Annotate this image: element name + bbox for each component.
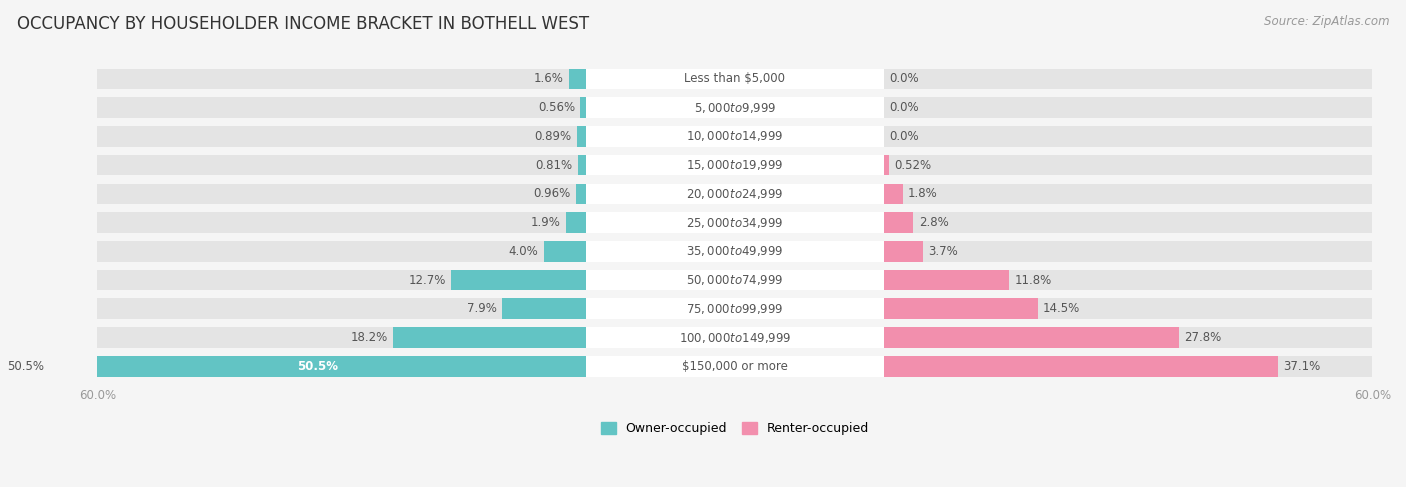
Text: 4.0%: 4.0% [509, 245, 538, 258]
Bar [49, 356, 586, 376]
Text: $35,000 to $49,999: $35,000 to $49,999 [686, 244, 783, 258]
Bar [884, 184, 903, 204]
Bar [451, 270, 586, 290]
Text: $5,000 to $9,999: $5,000 to $9,999 [693, 101, 776, 114]
Bar [586, 356, 884, 376]
Bar [544, 241, 586, 262]
Text: 18.2%: 18.2% [350, 331, 388, 344]
Text: 37.1%: 37.1% [1284, 360, 1320, 373]
Bar [569, 69, 586, 89]
Text: 0.89%: 0.89% [534, 130, 571, 143]
Bar [586, 126, 884, 147]
Text: 0.0%: 0.0% [889, 101, 918, 114]
Bar [586, 184, 884, 204]
Bar [97, 299, 1372, 319]
Bar [97, 241, 1372, 262]
Text: 50.5%: 50.5% [298, 360, 339, 373]
Text: 2.8%: 2.8% [918, 216, 949, 229]
Bar [586, 97, 884, 118]
Text: $150,000 or more: $150,000 or more [682, 360, 787, 373]
Bar [586, 270, 884, 290]
Bar [884, 241, 922, 262]
Text: 7.9%: 7.9% [467, 302, 496, 315]
Bar [586, 299, 884, 319]
Text: 50.5%: 50.5% [7, 360, 44, 373]
Bar [586, 69, 884, 89]
Legend: Owner-occupied, Renter-occupied: Owner-occupied, Renter-occupied [596, 419, 873, 439]
Bar [567, 212, 586, 233]
Bar [97, 356, 1372, 376]
Bar [884, 212, 914, 233]
Bar [884, 299, 1038, 319]
Bar [884, 327, 1180, 348]
Bar [97, 327, 1372, 348]
Text: 11.8%: 11.8% [1014, 274, 1052, 286]
Text: $50,000 to $74,999: $50,000 to $74,999 [686, 273, 783, 287]
Text: 0.81%: 0.81% [536, 159, 572, 171]
Text: 12.7%: 12.7% [409, 274, 446, 286]
Bar [884, 270, 1010, 290]
Text: 0.0%: 0.0% [889, 130, 918, 143]
Bar [576, 126, 586, 147]
Text: Source: ZipAtlas.com: Source: ZipAtlas.com [1264, 15, 1389, 28]
Bar [502, 299, 586, 319]
Bar [884, 155, 889, 175]
Text: 0.0%: 0.0% [889, 73, 918, 85]
Text: $15,000 to $19,999: $15,000 to $19,999 [686, 158, 783, 172]
Text: 27.8%: 27.8% [1184, 331, 1222, 344]
Bar [97, 97, 1372, 118]
Bar [586, 241, 884, 262]
Bar [97, 212, 1372, 233]
Bar [586, 212, 884, 233]
Text: 1.6%: 1.6% [534, 73, 564, 85]
Text: 3.7%: 3.7% [928, 245, 957, 258]
Text: $75,000 to $99,999: $75,000 to $99,999 [686, 302, 783, 316]
Bar [97, 126, 1372, 147]
Bar [97, 270, 1372, 290]
Text: 0.56%: 0.56% [537, 101, 575, 114]
Text: 0.52%: 0.52% [894, 159, 932, 171]
Bar [97, 69, 1372, 89]
Text: 0.96%: 0.96% [533, 187, 571, 200]
Text: 14.5%: 14.5% [1043, 302, 1080, 315]
Bar [586, 155, 884, 175]
Text: $100,000 to $149,999: $100,000 to $149,999 [679, 331, 792, 345]
Text: 1.8%: 1.8% [908, 187, 938, 200]
Bar [581, 97, 586, 118]
Bar [884, 356, 1278, 376]
Text: $10,000 to $14,999: $10,000 to $14,999 [686, 130, 783, 143]
Bar [576, 184, 586, 204]
Text: 1.9%: 1.9% [531, 216, 561, 229]
Bar [578, 155, 586, 175]
Text: Less than $5,000: Less than $5,000 [685, 73, 786, 85]
Bar [586, 327, 884, 348]
Bar [392, 327, 586, 348]
Text: $20,000 to $24,999: $20,000 to $24,999 [686, 187, 783, 201]
Bar [97, 155, 1372, 175]
Text: $25,000 to $34,999: $25,000 to $34,999 [686, 216, 783, 229]
Bar [97, 184, 1372, 204]
Text: OCCUPANCY BY HOUSEHOLDER INCOME BRACKET IN BOTHELL WEST: OCCUPANCY BY HOUSEHOLDER INCOME BRACKET … [17, 15, 589, 33]
